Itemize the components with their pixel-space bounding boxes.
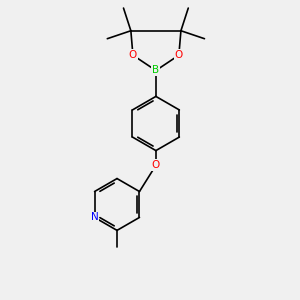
Text: B: B bbox=[152, 65, 160, 76]
Text: O: O bbox=[129, 50, 137, 60]
Text: O: O bbox=[175, 50, 183, 60]
Text: N: N bbox=[91, 212, 98, 222]
Text: O: O bbox=[152, 160, 160, 170]
